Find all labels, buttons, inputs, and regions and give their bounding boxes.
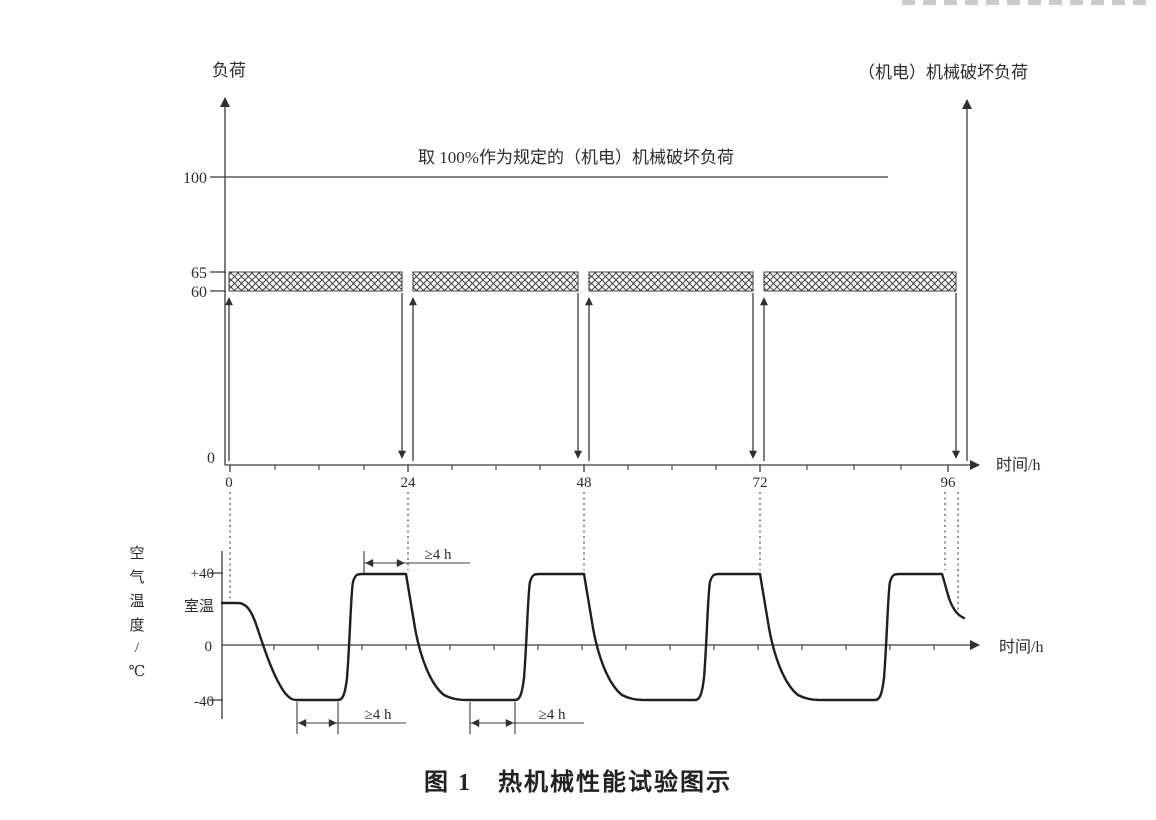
load-x-tick-0: 0 <box>225 475 233 491</box>
load-band-segment-2 <box>412 271 579 292</box>
load-chart: 负荷 100 65 60 0 取 100%作为规定的（机电）机械破坏负荷 （机电… <box>183 61 1040 612</box>
temp-y-axis-char-1: 空 <box>129 545 144 562</box>
limit-annotation: 取 100%作为规定的（机电）机械破坏负荷 <box>418 148 734 167</box>
hot-hold-annotation: ≥4 h <box>425 547 452 563</box>
load-y-ticks <box>210 271 226 292</box>
cold-hold-annotation-2: ≥4 h <box>539 707 566 723</box>
temp-x-minor-ticks <box>273 645 935 650</box>
load-x-tick-96: 96 <box>941 475 957 491</box>
temp-y-axis-char-2: 气 <box>129 569 144 586</box>
figure-caption: 图 1 热机械性能试验图示 <box>424 770 732 796</box>
load-x-tick-24: 24 <box>401 475 417 491</box>
cold-hold-annotation-1: ≥4 h <box>365 707 392 723</box>
temp-y-axis-char-5: / <box>135 640 140 656</box>
temp-y-ticks <box>209 572 223 701</box>
temp-y-axis-char-4: 度 <box>129 617 144 634</box>
temp-y-tick-0: 0 <box>205 639 213 655</box>
load-y-axis-title: 负荷 <box>212 61 246 80</box>
load-cycle-arrows <box>225 99 972 461</box>
load-x-tick-72: 72 <box>753 475 768 491</box>
load-x-tick-48: 48 <box>577 475 592 491</box>
load-y-tick-60: 60 <box>191 284 207 301</box>
temperature-curve <box>220 572 966 702</box>
temp-y-tick-p40: +40 <box>191 566 214 582</box>
load-band-segment-4 <box>763 271 957 292</box>
load-band-segment-3 <box>588 271 754 292</box>
load-band-hatched <box>228 271 957 292</box>
load-x-axis-title: 时间/h <box>996 456 1040 474</box>
temp-y-tick-m40: -40 <box>194 694 214 710</box>
temp-y-tick-room: 室温 <box>184 598 214 615</box>
temp-y-axis-char-6: ℃ <box>129 664 146 680</box>
cropped-page-header-text <box>902 0 1148 5</box>
load-y-tick-65: 65 <box>191 265 207 282</box>
failure-load-label: （机电）机械破坏负荷 <box>858 63 1028 82</box>
cold-hold-dimension-1 <box>296 702 406 734</box>
temp-x-axis-title: 时间/h <box>999 638 1043 656</box>
load-band-segment-1 <box>228 271 403 292</box>
temp-y-axis-char-3: 温 <box>129 593 144 610</box>
dotted-time-connectors <box>229 492 959 612</box>
load-y-tick-0: 0 <box>207 450 215 467</box>
temperature-chart: +40 室温 0 -40 空 气 温 度 / ℃ 时间/h ≥4 h ≥4 h … <box>129 545 1043 734</box>
load-x-major-ticks <box>229 465 949 472</box>
hot-hold-dimension <box>363 551 470 573</box>
load-y-tick-100: 100 <box>183 170 207 187</box>
cold-hold-dimension-2 <box>469 702 584 734</box>
load-x-minor-ticks <box>274 465 902 470</box>
